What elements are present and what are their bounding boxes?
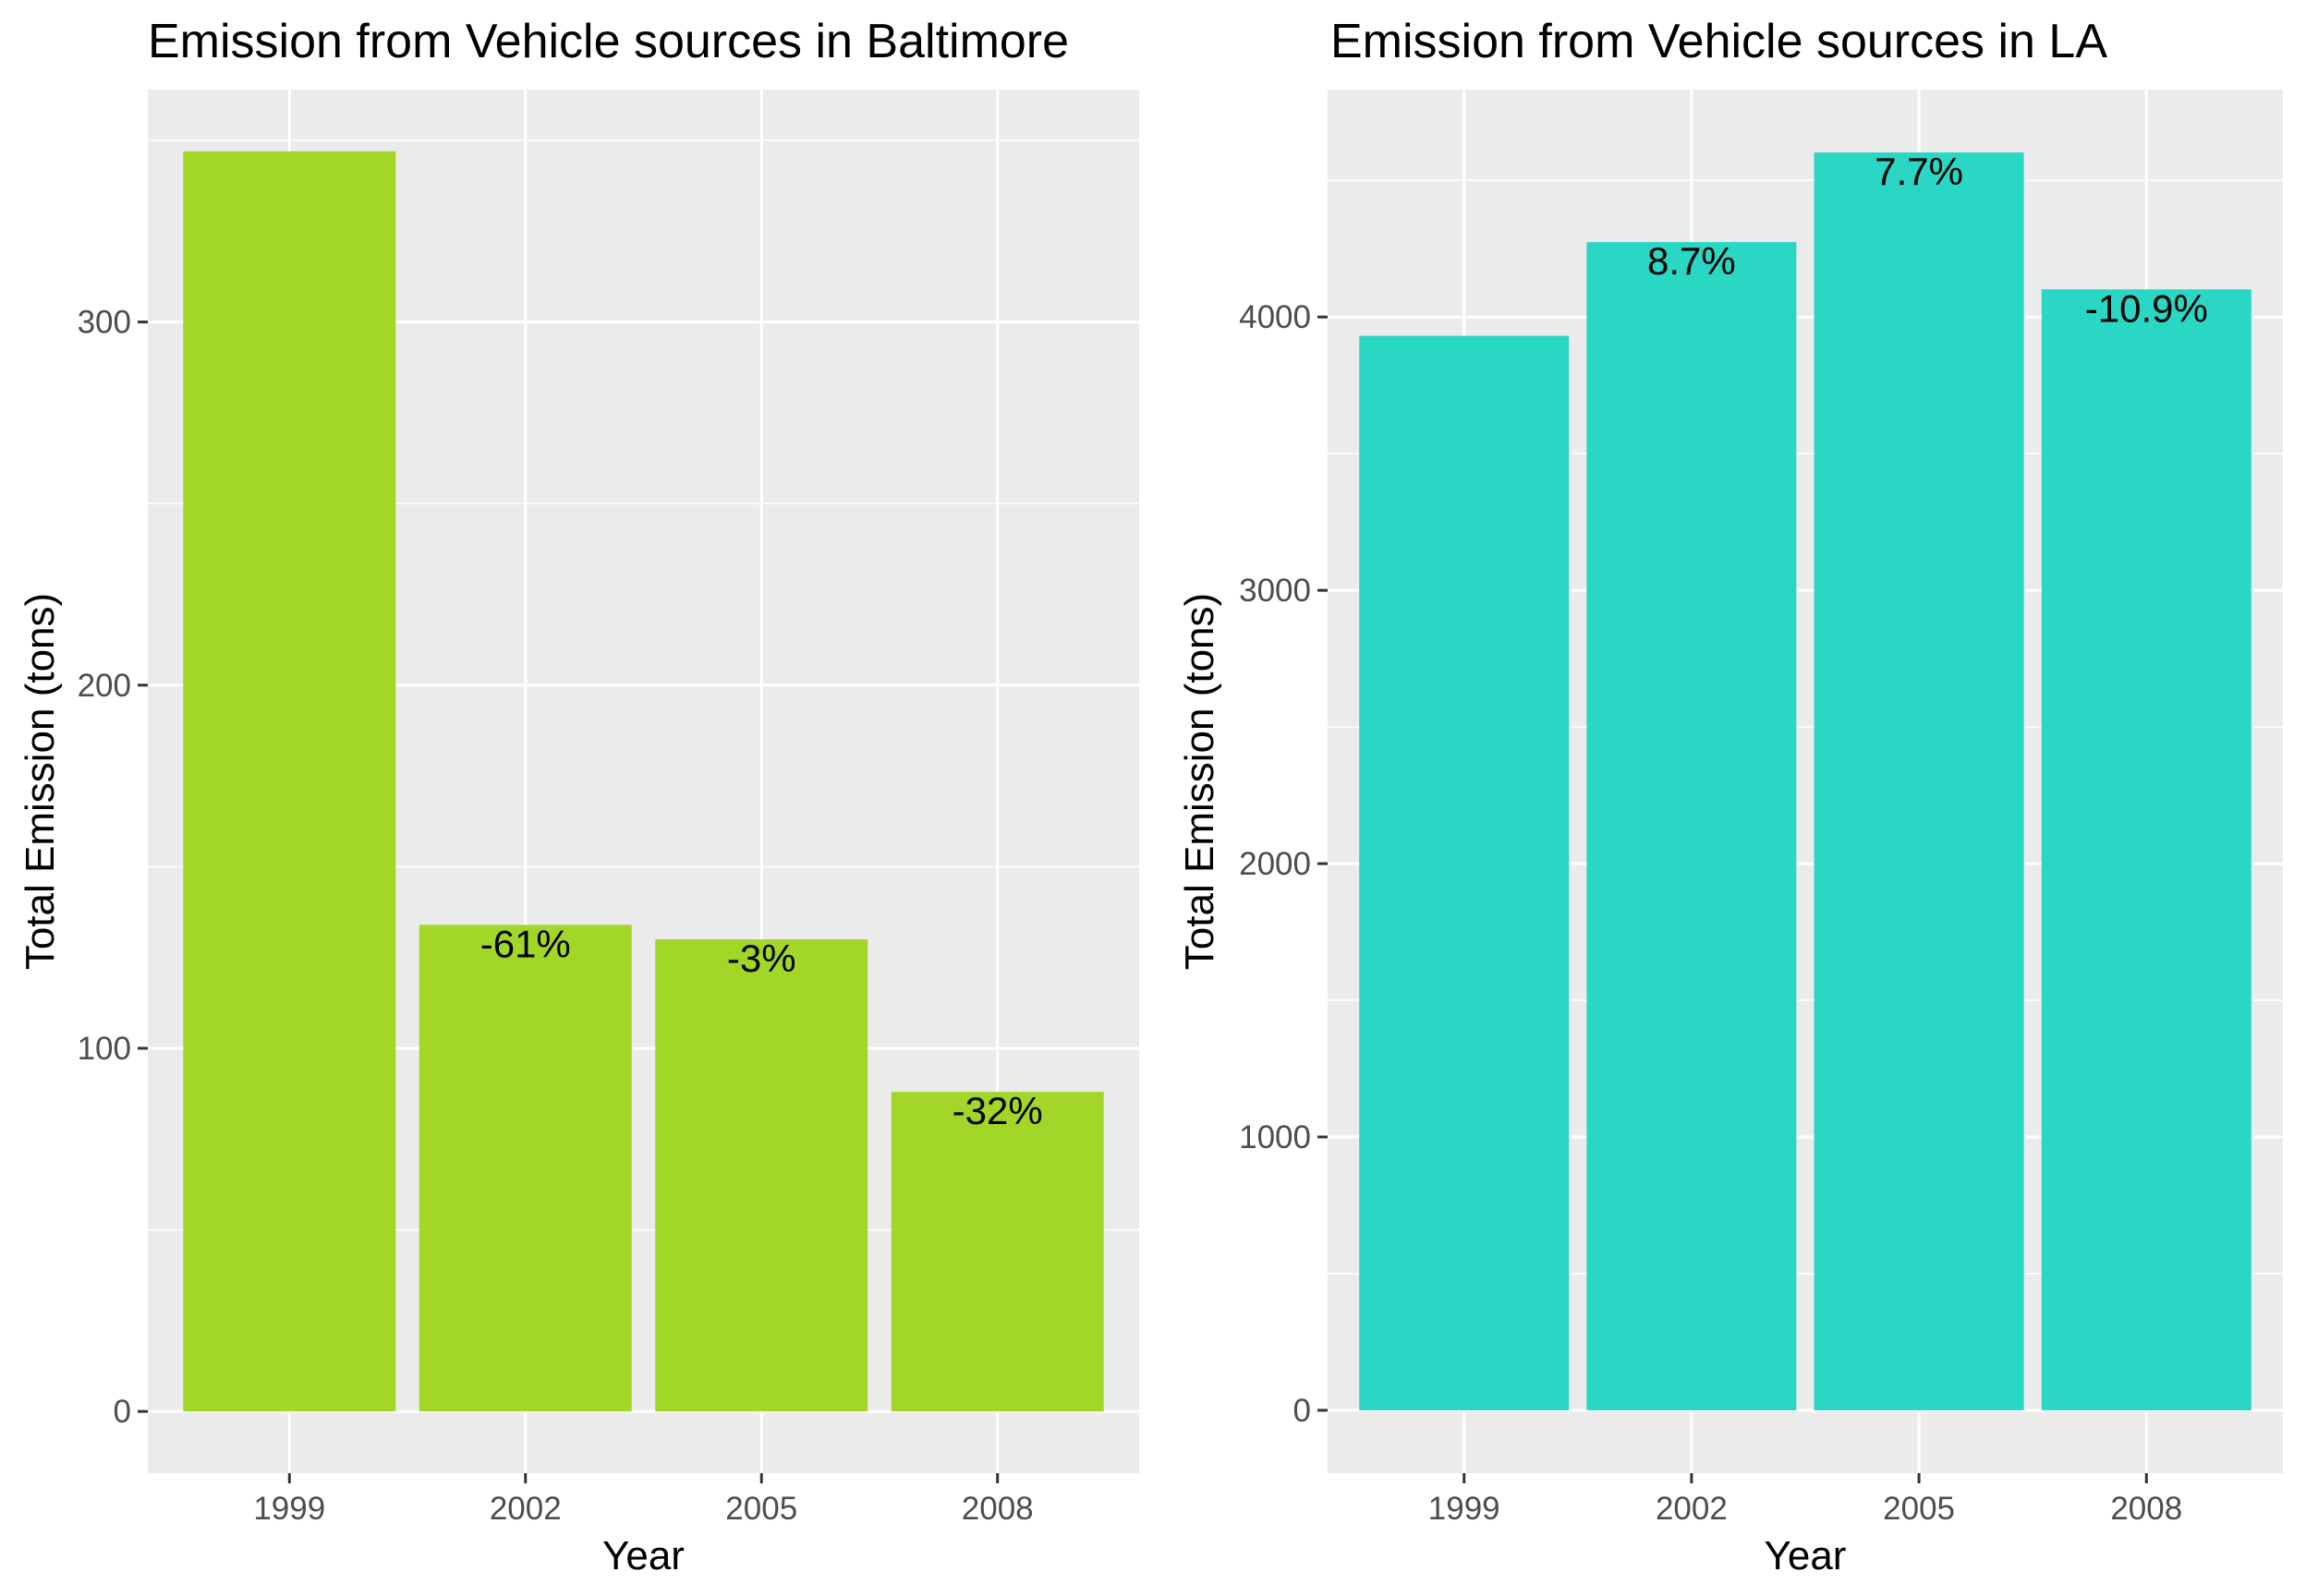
x-tick-label: 2002 [1656, 1491, 1728, 1527]
bar-2008 [891, 1092, 1104, 1412]
x-tick-label: 1999 [253, 1491, 325, 1527]
y-tick-label: 1000 [1239, 1119, 1311, 1155]
bar-2008 [2041, 289, 2251, 1410]
x-tick-label: 2005 [725, 1491, 797, 1527]
y-tick-label: 100 [78, 1031, 131, 1067]
x-tick-label: 2002 [490, 1491, 562, 1527]
data-label: -32% [953, 1089, 1043, 1132]
data-label: -3% [727, 937, 796, 980]
x-tick-label: 2008 [2110, 1491, 2182, 1527]
x-axis-label: Year [1765, 1533, 1847, 1578]
x-tick-label: 2008 [962, 1491, 1034, 1527]
y-tick-label: 0 [1293, 1393, 1311, 1429]
y-tick-label: 2000 [1239, 846, 1311, 882]
bar-2005 [1814, 152, 2024, 1410]
x-tick-label: 1999 [1428, 1491, 1500, 1527]
bar-2005 [655, 939, 868, 1412]
bar-2002 [1586, 242, 1797, 1410]
bar-2002 [419, 925, 632, 1412]
y-tick-label: 3000 [1239, 573, 1311, 609]
chart-title: Emission from Vehicle sources in Baltimo… [148, 15, 1069, 68]
data-label: -10.9% [2085, 286, 2208, 330]
bar-1999 [183, 151, 396, 1412]
data-label: -61% [480, 922, 571, 965]
data-label: 7.7% [1875, 150, 1963, 193]
y-tick-label: 300 [78, 305, 131, 341]
x-axis-label: Year [602, 1533, 685, 1578]
x-tick-label: 2005 [1883, 1491, 1955, 1527]
y-axis-label: Total Emission (tons) [18, 593, 63, 970]
y-axis-label: Total Emission (tons) [1177, 593, 1222, 970]
y-tick-label: 0 [114, 1394, 131, 1430]
y-tick-label: 4000 [1239, 299, 1311, 335]
y-tick-label: 200 [78, 668, 131, 704]
data-label: 8.7% [1647, 239, 1736, 283]
bar-1999 [1359, 335, 1570, 1410]
chart-title: Emission from Vehicle sources in LA [1330, 15, 2107, 68]
